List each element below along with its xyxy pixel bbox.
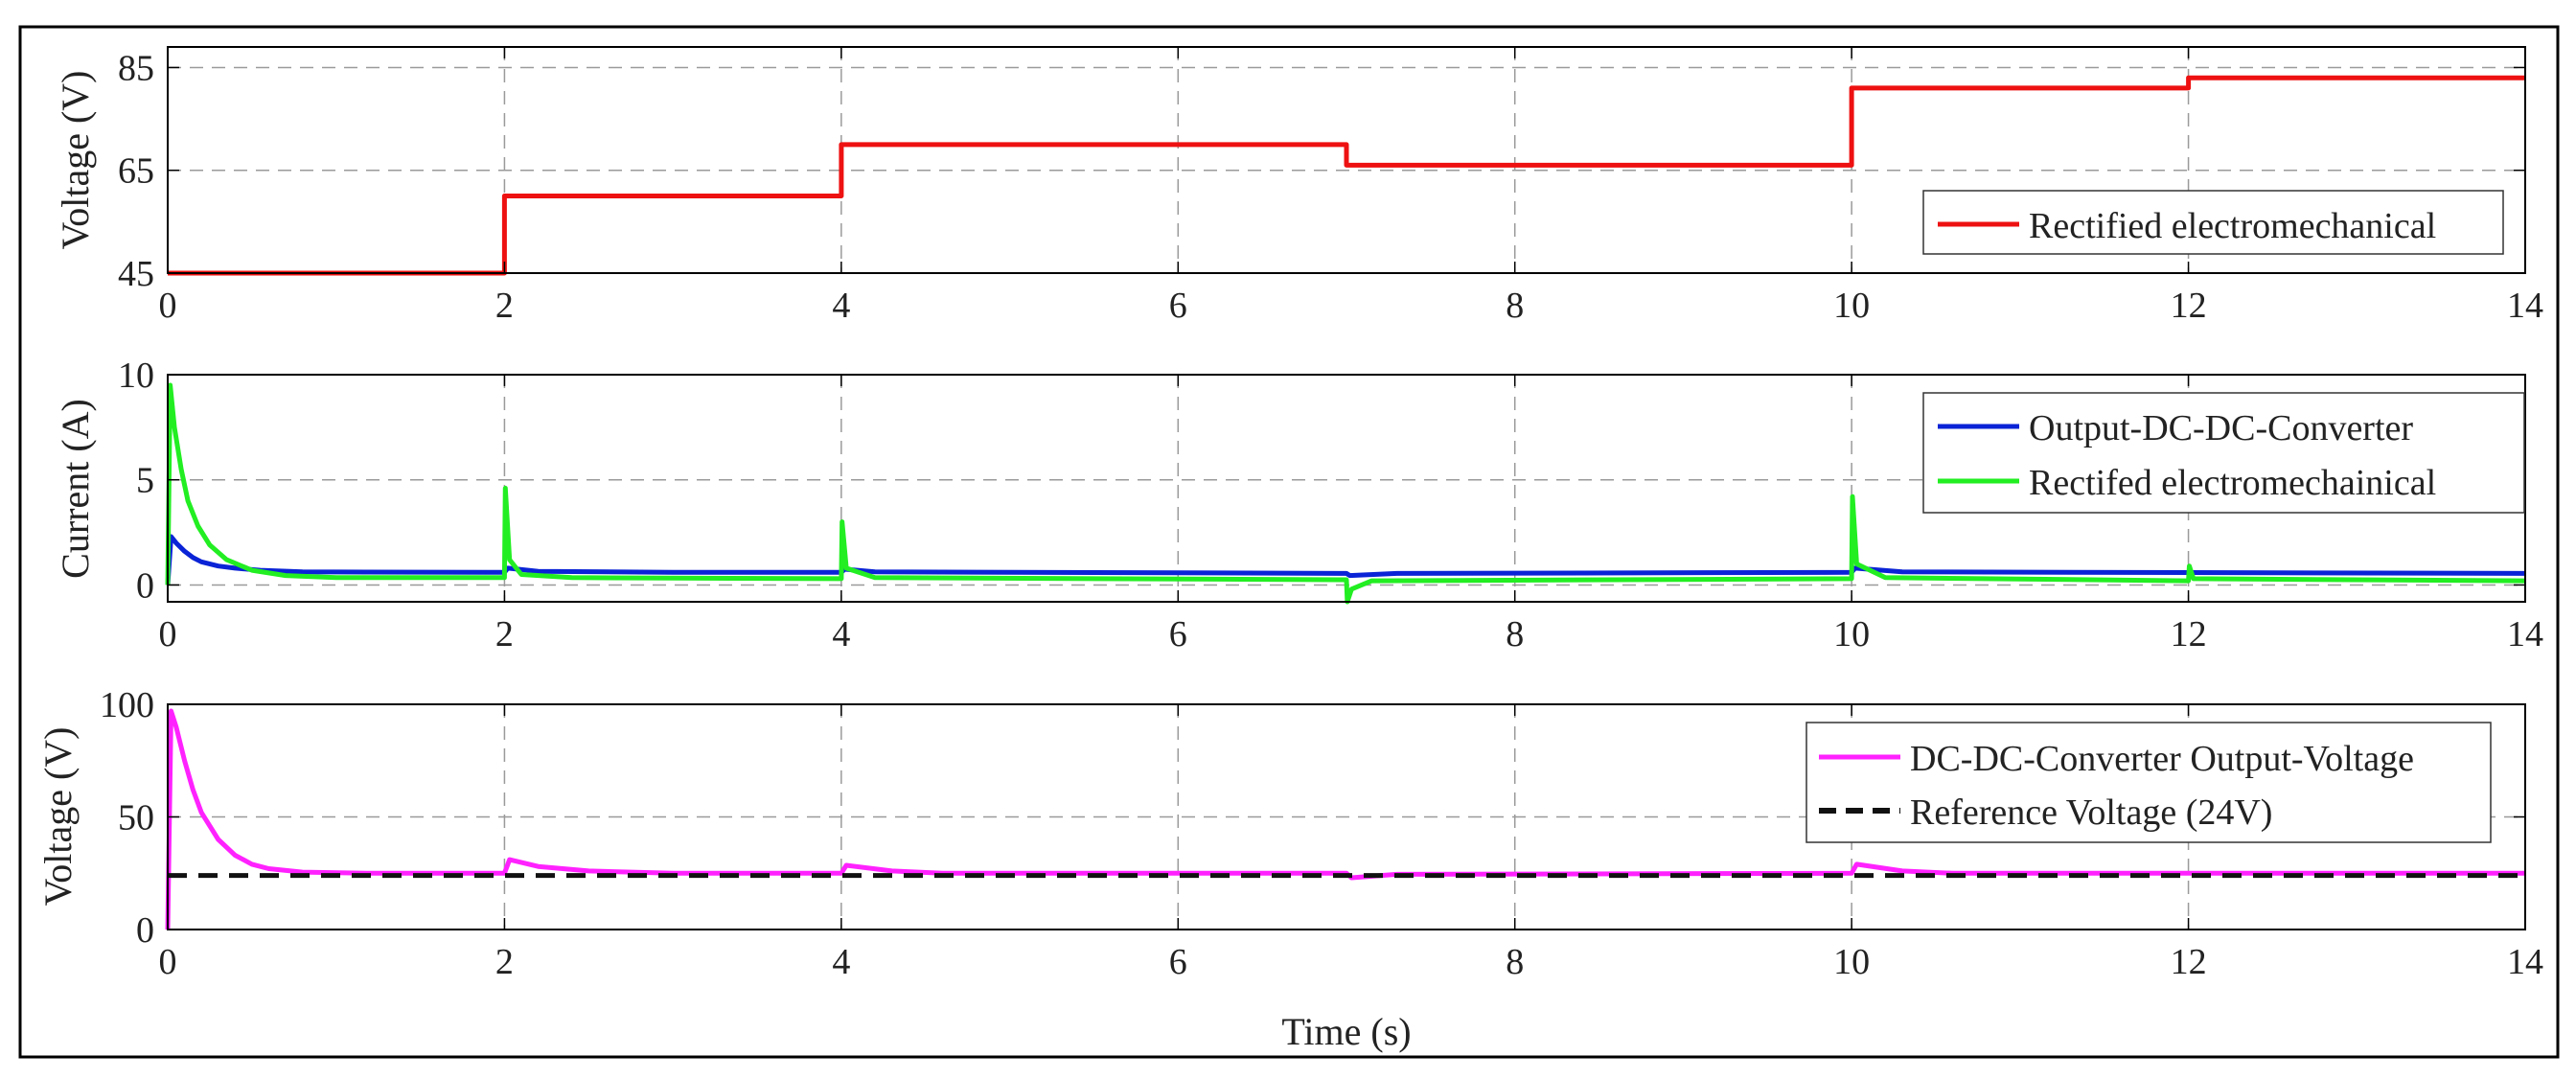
x-tick-label: 12 <box>2171 614 2207 654</box>
x-tick-label: 0 <box>159 614 177 654</box>
panel-current-series <box>165 382 2526 605</box>
y-tick-label: 45 <box>118 254 154 294</box>
y-axis-label: Voltage (V) <box>36 727 80 907</box>
panel-current-y-ticks: 0 5 10 <box>118 356 2525 606</box>
x-tick-label: 6 <box>1169 614 1187 654</box>
x-tick-label: 14 <box>2507 942 2543 982</box>
panel-voltage-top-plot-area <box>167 46 2526 274</box>
x-tick-label: 2 <box>495 942 514 982</box>
panel-voltage-bottom-series <box>165 708 2525 930</box>
y-tick-label: 65 <box>118 151 154 192</box>
x-tick-label: 10 <box>1833 286 1870 326</box>
y-tick-label: 5 <box>136 461 154 501</box>
x-tick-label: 2 <box>495 286 514 326</box>
legend-frame <box>1922 392 2525 514</box>
x-tick-label: 6 <box>1169 286 1187 326</box>
legend-entry-label: Output-DC-DC-Converter <box>2029 408 2413 448</box>
legend-box: DC-DC-Converter Output-Voltage Reference… <box>1806 722 2492 843</box>
legend-box: Output-DC-DC-Converter Rectifed electrom… <box>1922 392 2525 514</box>
x-tick-label: 8 <box>1506 614 1524 654</box>
panel-current-x-ticks: 0 2 4 6 8 10 12 14 <box>159 375 2543 654</box>
x-tick-label: 4 <box>832 942 850 982</box>
x-tick-label: 14 <box>2507 286 2543 326</box>
x-tick-label: 12 <box>2171 942 2207 982</box>
legend-box: Rectified electromechanical <box>1922 190 2504 255</box>
y-axis-label: Current (A) <box>54 399 97 579</box>
y-tick-label: 0 <box>136 910 154 951</box>
legend-entry-label: DC-DC-Converter Output-Voltage <box>1910 739 2414 779</box>
x-axis-label: Time (s) <box>1281 1010 1411 1053</box>
x-tick-label: 2 <box>495 614 514 654</box>
y-tick-label: 100 <box>100 685 154 725</box>
x-tick-label: 8 <box>1506 286 1524 326</box>
x-tick-label: 4 <box>832 614 850 654</box>
series-line-blue <box>165 534 2526 585</box>
legend-entry-label: Rectified electromechanical <box>2029 206 2436 246</box>
y-tick-label: 10 <box>118 356 154 396</box>
y-tick-label: 85 <box>118 48 154 88</box>
x-tick-label: 6 <box>1169 942 1187 982</box>
legend-frame <box>1922 190 2504 255</box>
panel-voltage-bottom-x-ticks: 0 2 4 6 8 10 12 14 <box>159 704 2543 982</box>
y-tick-label: 50 <box>118 798 154 838</box>
panel-voltage-top: 0 2 4 6 8 10 12 14 45 65 85 Voltage (V) Rectified… <box>54 46 2543 326</box>
x-tick-label: 4 <box>832 286 850 326</box>
series-line-red <box>168 75 2525 276</box>
legend-entry-label: Rectifed electromechainical <box>2029 463 2436 503</box>
panel-voltage-top-x-ticks: 0 2 4 6 8 10 12 14 <box>159 47 2543 326</box>
panel-current-plot-area <box>167 374 2526 603</box>
panel-current: 0 2 4 6 8 10 12 14 0 5 10 Current (A) Output-DC-D… <box>54 356 2543 654</box>
legend-entry-label: Reference Voltage (24V) <box>1910 792 2272 833</box>
x-tick-label: 12 <box>2171 286 2207 326</box>
series-line-magenta <box>165 708 2525 930</box>
legend-frame <box>1806 722 2492 843</box>
x-tick-label: 8 <box>1506 942 1524 982</box>
outer-frame <box>18 25 2560 1059</box>
panel-voltage-top-series <box>168 75 2525 276</box>
panel-voltage-top-y-ticks: 45 65 85 <box>118 48 2525 294</box>
y-tick-label: 0 <box>136 565 154 606</box>
y-axis-label: Voltage (V) <box>54 71 97 250</box>
x-tick-label: 0 <box>159 942 177 982</box>
series-line-green <box>165 382 2526 605</box>
x-tick-label: 0 <box>159 286 177 326</box>
x-tick-label: 14 <box>2507 614 2543 654</box>
x-tick-label: 10 <box>1833 614 1870 654</box>
x-tick-label: 10 <box>1833 942 1870 982</box>
panel-voltage-bottom-y-ticks: 0 50 100 <box>100 685 2525 951</box>
